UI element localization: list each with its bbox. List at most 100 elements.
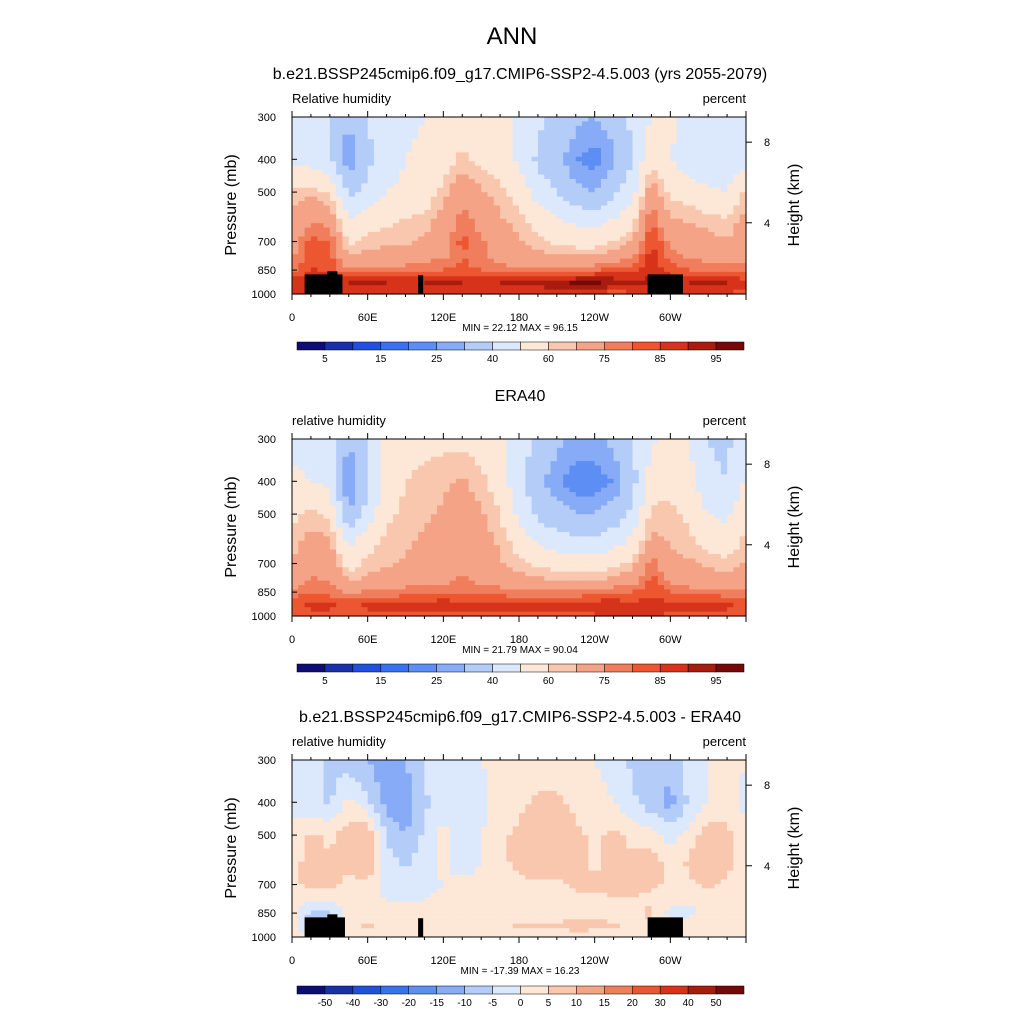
heatmap-cell — [682, 183, 690, 189]
heatmap-cell — [619, 121, 627, 127]
heatmap-cell — [455, 232, 463, 238]
heatmap-cell — [727, 254, 734, 260]
heatmap-cell — [657, 540, 665, 546]
heatmap-cell — [512, 147, 520, 153]
heatmap-cell — [588, 227, 596, 233]
heatmap-cell — [607, 447, 615, 453]
heatmap-cell — [531, 130, 539, 136]
heatmap-cell — [424, 540, 432, 546]
heatmap-cell — [550, 469, 558, 475]
heatmap-cell — [329, 240, 337, 246]
heatmap-cell — [701, 254, 709, 260]
heatmap-cell — [512, 289, 520, 295]
heatmap-cell — [405, 183, 413, 189]
heatmap-cell — [418, 509, 426, 515]
heatmap-cell — [714, 161, 722, 167]
heatmap-cell — [411, 232, 419, 238]
heatmap-cell — [512, 254, 520, 260]
heatmap-cell — [664, 147, 671, 153]
heatmap-cell — [632, 156, 640, 162]
heatmap-cell — [544, 487, 552, 493]
heatmap-cell — [474, 156, 482, 162]
heatmap-cell — [348, 540, 356, 546]
heatmap-cell — [720, 469, 728, 475]
heatmap-cell — [399, 147, 407, 153]
heatmap-cell — [619, 500, 627, 506]
heatmap-cell — [336, 549, 344, 555]
heatmap-cell — [537, 125, 545, 131]
heatmap-cell — [468, 452, 476, 458]
heatmap-cell — [607, 223, 615, 229]
heatmap-cell — [550, 232, 558, 238]
heatmap-cell — [701, 267, 709, 273]
heatmap-cell — [342, 465, 350, 471]
heatmap-cell — [613, 170, 621, 176]
heatmap-cell — [317, 209, 325, 215]
heatmap-cell — [481, 461, 489, 467]
heatmap-cell — [563, 143, 571, 149]
heatmap-cell — [380, 280, 388, 286]
heatmap-cell — [525, 205, 533, 211]
heatmap-cell — [739, 117, 747, 123]
heatmap-cell — [361, 549, 369, 555]
heatmap-cell — [645, 514, 653, 520]
heatmap-cell — [317, 514, 325, 520]
heatmap-cell — [405, 531, 413, 537]
heatmap-cell — [348, 130, 356, 136]
heatmap-cell — [455, 496, 463, 502]
heatmap-cell — [727, 263, 734, 269]
heatmap-cell — [657, 178, 665, 184]
heatmap-cell — [525, 509, 533, 515]
heatmap-cell — [373, 531, 381, 537]
heatmap-cell — [695, 280, 703, 286]
panel-1-variable-label: Relative humidity — [292, 91, 391, 106]
heatmap-cell — [626, 469, 634, 475]
heatmap-cell — [525, 165, 533, 171]
heatmap-cell — [380, 223, 388, 229]
heatmap-cell — [405, 545, 413, 551]
heatmap-cell — [607, 174, 615, 180]
heatmap-cell — [689, 227, 697, 233]
heatmap-cell — [355, 209, 362, 215]
heatmap-cell — [720, 483, 728, 489]
heatmap-cell — [386, 443, 394, 449]
heatmap-cell — [386, 285, 394, 291]
heatmap-cell — [550, 505, 558, 511]
heatmap-cell — [298, 487, 306, 493]
heatmap-cell — [575, 205, 583, 211]
heatmap-cell — [600, 178, 608, 184]
heatmap-cell — [493, 487, 501, 493]
heatmap-cell — [449, 478, 457, 484]
heatmap-cell — [373, 245, 381, 251]
heatmap-cell — [487, 267, 495, 273]
heatmap-cell — [531, 461, 539, 467]
heatmap-cell — [632, 223, 640, 229]
heatmap-cell — [399, 263, 407, 269]
heatmap-cell — [556, 271, 564, 277]
heatmap-cell — [298, 165, 306, 171]
heatmap-cell — [500, 487, 507, 493]
heatmap-cell — [689, 549, 697, 555]
heatmap-cell — [500, 289, 507, 295]
heatmap-cell — [317, 500, 325, 506]
heatmap-cell — [638, 161, 646, 167]
heatmap-cell — [727, 549, 734, 555]
heatmap-cell — [342, 531, 350, 537]
heatmap-cell — [519, 492, 526, 498]
heatmap-cell — [342, 183, 350, 189]
heatmap-cell — [695, 271, 703, 277]
heatmap-cell — [342, 487, 350, 493]
heatmap-cell — [411, 121, 419, 127]
heatmap-cell — [481, 218, 489, 224]
heatmap-cell — [733, 134, 741, 140]
heatmap-cell — [405, 452, 413, 458]
heatmap-cell — [714, 496, 722, 502]
heatmap-cell — [342, 125, 350, 131]
heatmap-cell — [519, 192, 526, 198]
heatmap-cell — [487, 439, 495, 445]
heatmap-cell — [600, 500, 608, 506]
heatmap-cell — [474, 461, 482, 467]
heatmap-cell — [361, 245, 369, 251]
heatmap-cell — [531, 271, 539, 277]
heatmap-cell — [512, 469, 520, 475]
